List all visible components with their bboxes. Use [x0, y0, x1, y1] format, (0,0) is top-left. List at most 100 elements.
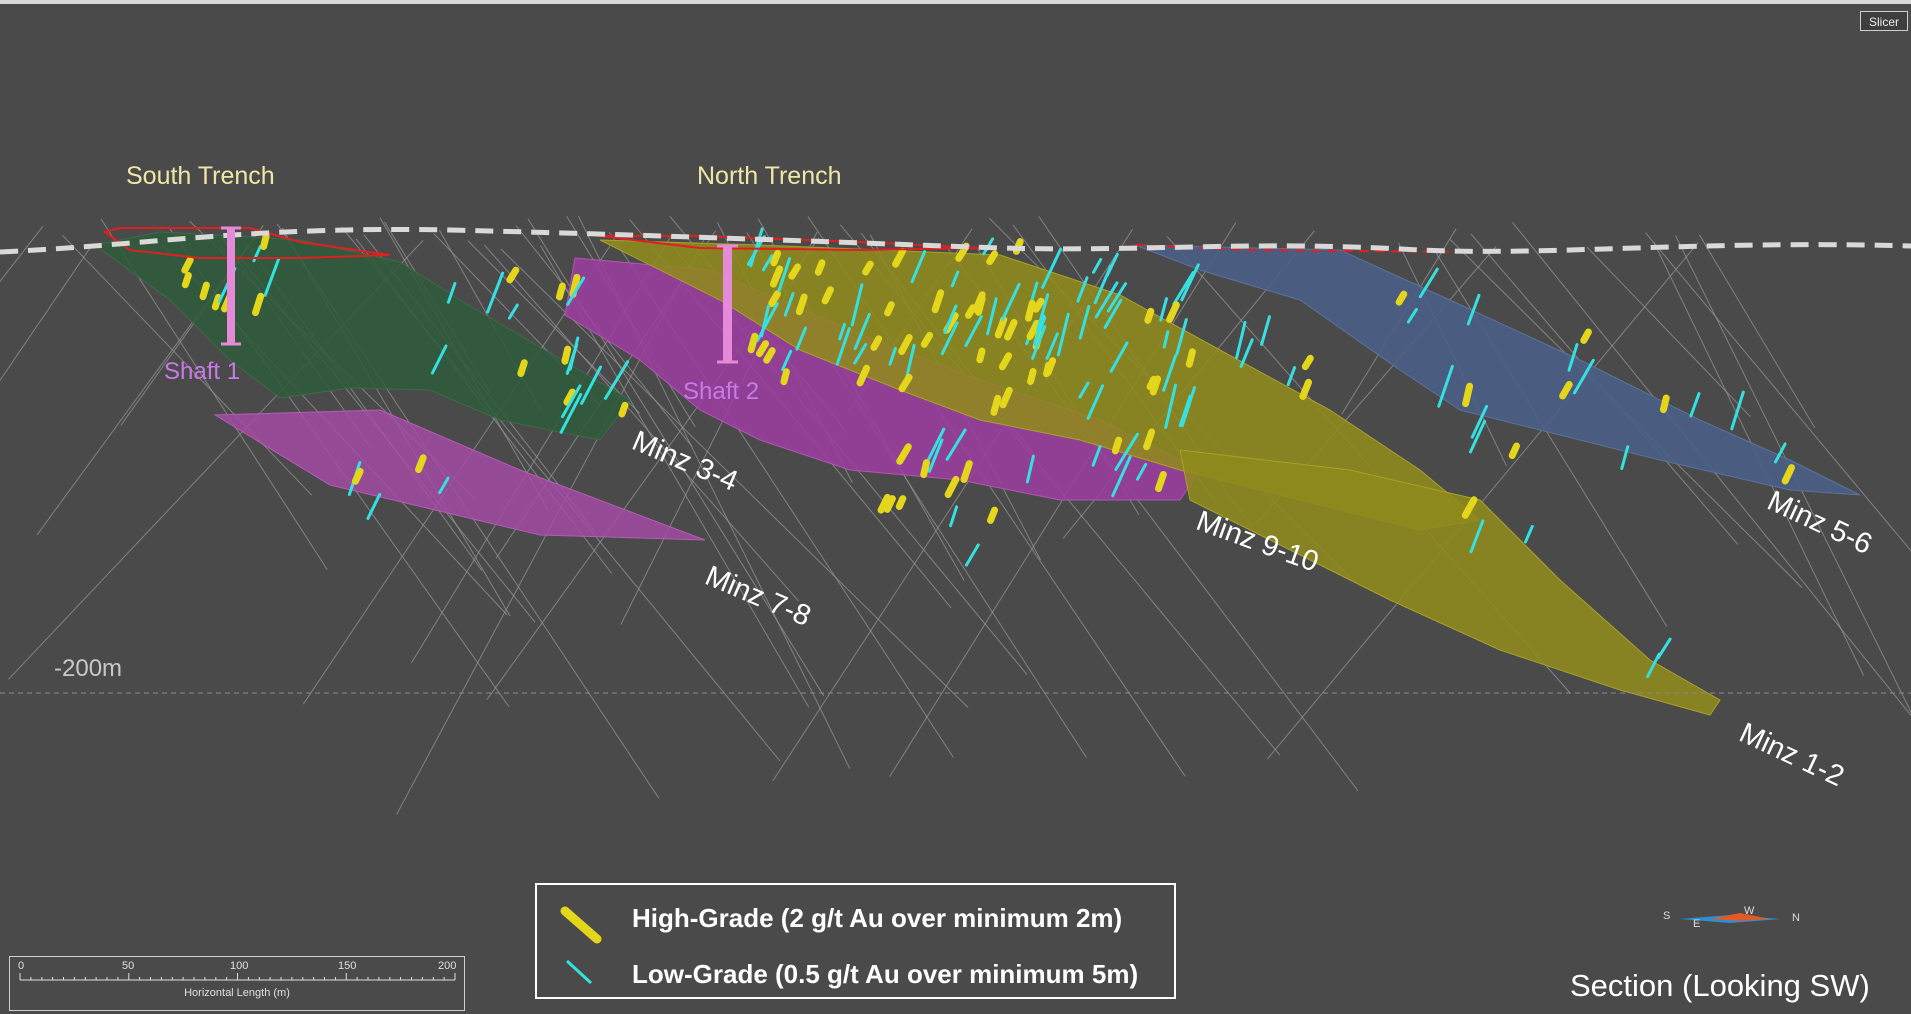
high-grade-intercept [862, 260, 874, 276]
high-grade-intercept [1299, 378, 1312, 400]
high-grade-intercept [1027, 367, 1037, 385]
high-grade-intercept [1111, 436, 1123, 455]
high-grade-intercept [896, 443, 912, 465]
high-grade-intercept [877, 493, 891, 514]
low-grade-intercept [1031, 325, 1047, 360]
low-grade-intercept [1109, 341, 1129, 373]
zone-minz-5-6 [1134, 244, 1861, 496]
low-grade-intercept [949, 505, 959, 528]
high-grade-intercept [415, 454, 427, 474]
zone-minz-1-2 [1179, 449, 1721, 716]
low-grade-intercept [760, 304, 770, 338]
drillhole [1645, 232, 1911, 552]
high-grade-intercept [569, 273, 581, 298]
low-grade-intercept [1470, 404, 1489, 439]
low-grade-intercept [1573, 358, 1595, 395]
drillhole [62, 234, 313, 496]
low-grade-intercept [1091, 445, 1102, 467]
low-grade-intercept [1418, 267, 1439, 299]
low-grade-intercept [1567, 343, 1579, 372]
low-grade-intercept [1656, 637, 1672, 659]
high-grade-intercept [1580, 328, 1592, 344]
high-grade-intercept [856, 364, 871, 387]
high-grade-intercept [898, 373, 913, 393]
drillhole [1586, 246, 1751, 418]
low-grade-intercept [838, 322, 846, 341]
low-grade-intercept [964, 315, 983, 348]
low-grade-intercept [1162, 354, 1177, 392]
high-grade-intercept [768, 290, 781, 307]
shaft-2 [717, 244, 738, 364]
high-grade-intercept [747, 332, 759, 354]
low-grade-intercept [795, 326, 807, 351]
trench-outline-east [1134, 244, 1461, 253]
high-grade-intercept [769, 265, 784, 288]
low-grade-intercept [853, 343, 868, 365]
legend-low-grade: Low-Grade (0.5 g/t Au over minimum 5m) [632, 959, 1139, 989]
high-grade-intercept [814, 259, 826, 276]
high-grade-intercept [1144, 307, 1155, 324]
scale-tick-200: 200 [438, 960, 457, 972]
high-grade-intercept [563, 388, 576, 406]
high-grade-intercept [260, 233, 270, 250]
high-grade-icon [560, 906, 602, 944]
slicer-button[interactable]: Slicer [1860, 11, 1908, 31]
high-grade-intercept [763, 347, 776, 364]
low-grade-intercept [604, 360, 630, 400]
high-grade-intercept [892, 247, 906, 268]
high-grade-intercept [555, 282, 566, 301]
high-grade-intercept [1155, 471, 1167, 493]
low-grade-intercept [1136, 463, 1148, 481]
low-grade-intercept [1172, 271, 1195, 306]
scale-bar-ruler [19, 973, 456, 981]
depth-label: -200m [54, 655, 123, 682]
high-grade-intercept [1301, 354, 1314, 371]
low-grade-intercept [853, 312, 871, 351]
legend: High-Grade (2 g/t Au over minimum 2m) Lo… [535, 883, 1176, 999]
shaft-1 [221, 226, 241, 346]
high-grade-intercept [994, 316, 1008, 339]
low-grade-intercept [1469, 519, 1485, 554]
low-grade-intercept [565, 343, 579, 375]
low-grade-intercept [1030, 281, 1039, 302]
low-grade-intercept [561, 384, 582, 419]
low-grade-intercept [910, 250, 927, 284]
low-grade-intercept [1164, 383, 1177, 429]
high-grade-intercept [1024, 299, 1036, 322]
high-grade-intercept [561, 345, 572, 365]
high-grade-intercept [770, 249, 782, 267]
high-grade-intercept [1462, 382, 1474, 408]
high-grade-intercept [998, 352, 1013, 371]
low-grade-intercept [1103, 298, 1123, 329]
low-grade-intercept [1175, 318, 1188, 356]
low-grade-intercept [1524, 524, 1534, 544]
scale-bar-title: Horizontal Length (m) [184, 987, 290, 999]
high-grade-intercept [1143, 428, 1156, 451]
low-grade-intercept [566, 276, 586, 306]
low-grade-intercept [1180, 263, 1200, 302]
low-grade-intercept [438, 476, 450, 494]
grade-intercepts [181, 227, 1795, 678]
high-grade-intercept [965, 304, 977, 319]
low-grade-intercept [1689, 392, 1701, 418]
south-trench-label: South Trench [126, 162, 275, 190]
high-grade-intercept [181, 256, 194, 274]
shaft-1-label: Shaft 1 [164, 358, 241, 385]
low-grade-intercept [1078, 304, 1091, 340]
high-grade-intercept [1508, 442, 1520, 460]
low-grade-intercept [1437, 364, 1454, 408]
section-caption: Section (Looking SW) [1570, 968, 1870, 1003]
high-grade-intercept [211, 293, 222, 311]
high-grade-intercept [788, 263, 801, 280]
low-grade-intercept [850, 283, 864, 327]
high-grade-intercept [1395, 290, 1408, 306]
scale-tick-0: 0 [18, 960, 25, 972]
high-grade-intercept [506, 266, 520, 284]
low-grade-intercept [1078, 381, 1090, 399]
low-grade-intercept [1178, 394, 1192, 428]
high-grade-intercept [999, 386, 1013, 409]
low-grade-intercept [1093, 264, 1113, 305]
drillhole [1675, 235, 1911, 714]
low-grade-intercept [1094, 281, 1119, 319]
